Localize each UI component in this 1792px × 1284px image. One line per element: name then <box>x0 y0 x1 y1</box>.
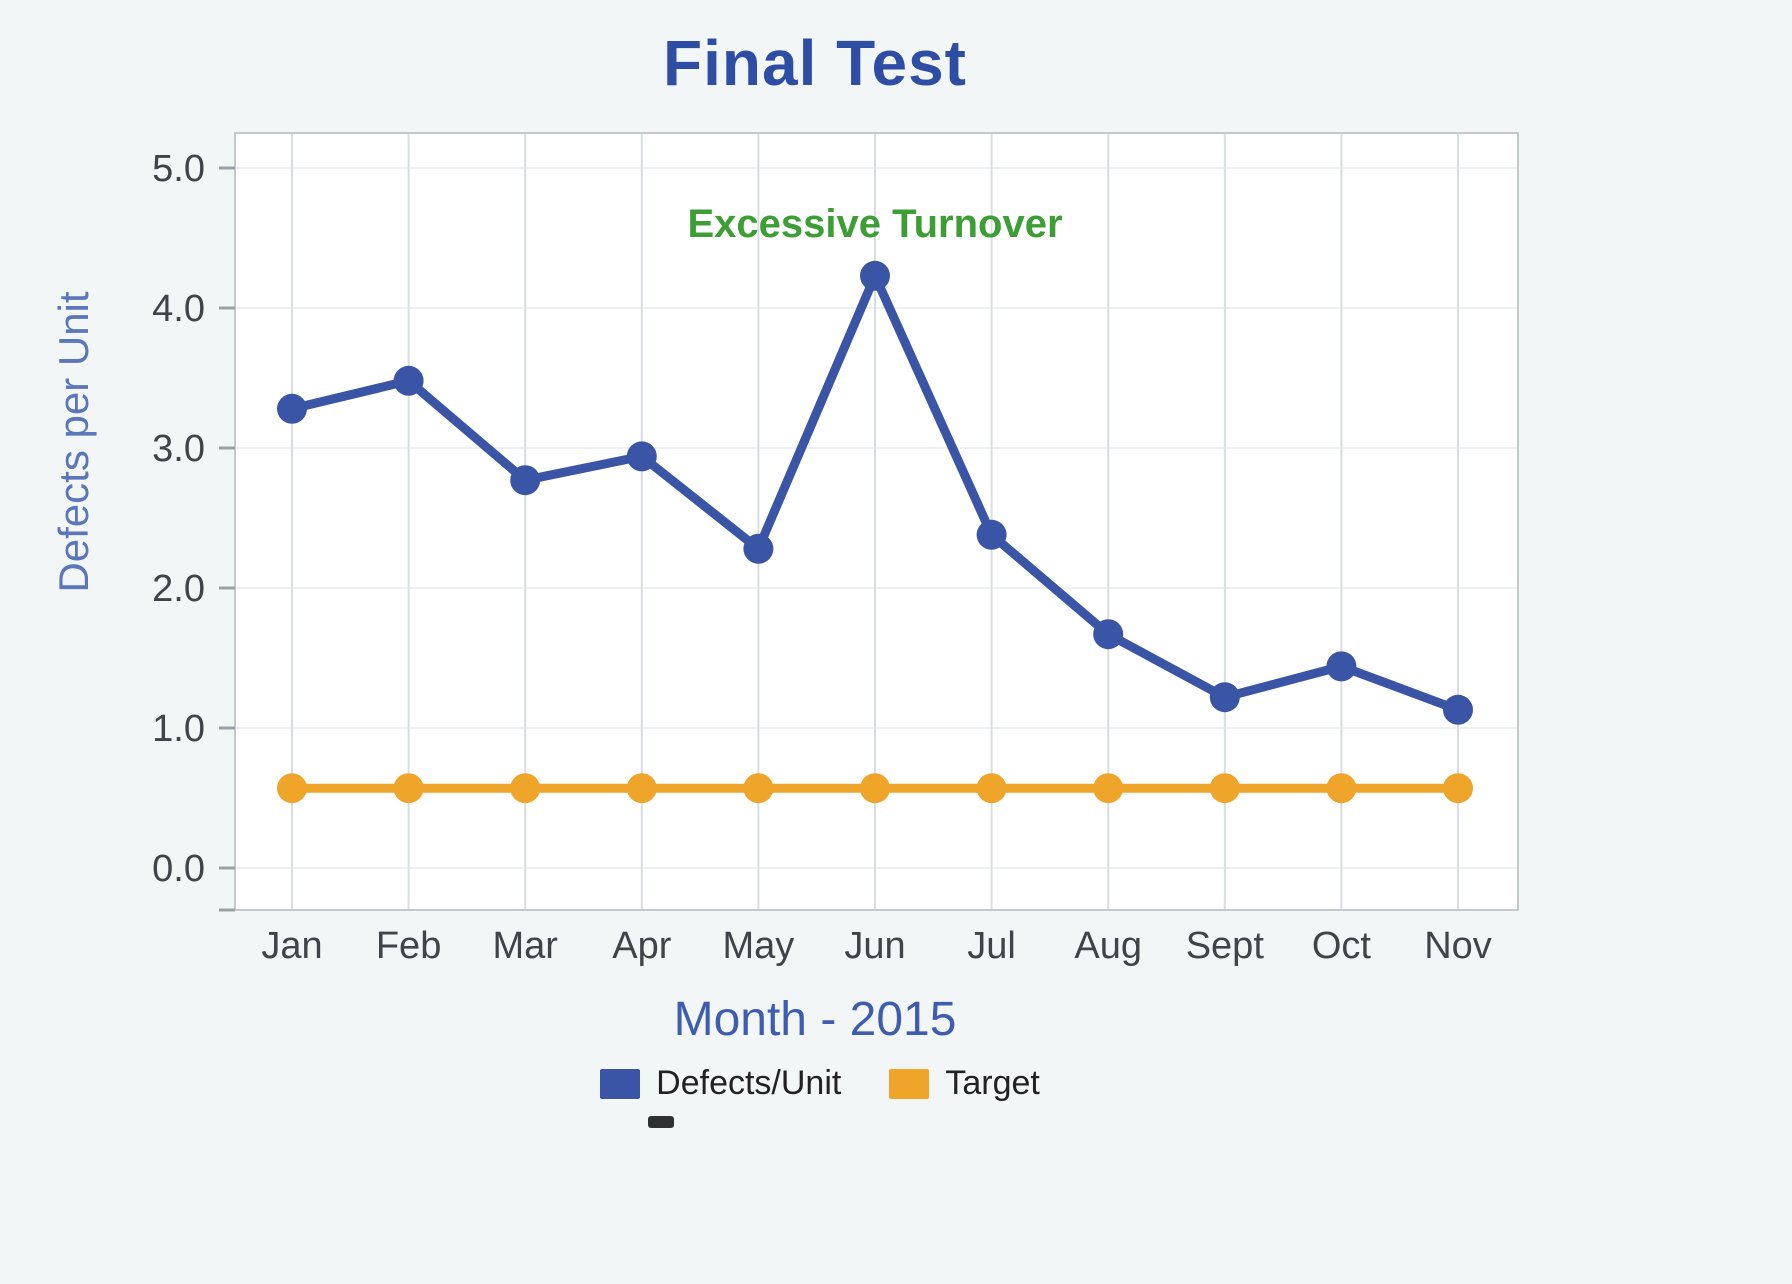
svg-text:Feb: Feb <box>376 925 441 967</box>
legend-item-defects: Defects/Unit <box>600 1064 841 1103</box>
svg-text:Apr: Apr <box>612 925 671 967</box>
svg-text:Oct: Oct <box>1312 925 1372 967</box>
svg-text:4.0: 4.0 <box>152 288 205 330</box>
x-axis-label: Month - 2015 <box>673 993 957 1046</box>
svg-text:Jul: Jul <box>967 925 1016 967</box>
chart-title: Final Test <box>663 27 967 99</box>
svg-text:May: May <box>723 925 795 967</box>
svg-text:5.0: 5.0 <box>152 148 205 190</box>
svg-text:Jan: Jan <box>261 925 322 967</box>
svg-text:Aug: Aug <box>1074 925 1142 967</box>
svg-text:3.0: 3.0 <box>152 428 205 470</box>
cropped-element-artifact <box>648 1116 674 1128</box>
legend-label-defects: Defects/Unit <box>656 1064 842 1102</box>
legend: Defects/Unit Target <box>0 1064 1640 1103</box>
svg-text:2.0: 2.0 <box>152 568 205 610</box>
svg-text:Mar: Mar <box>492 925 558 967</box>
legend-swatch-defects <box>600 1068 641 1099</box>
svg-text:Nov: Nov <box>1424 925 1492 967</box>
legend-swatch-target <box>889 1068 930 1099</box>
svg-text:1.0: 1.0 <box>152 708 205 750</box>
svg-text:Excessive Turnover: Excessive Turnover <box>687 202 1062 246</box>
legend-item-target: Target <box>889 1064 1040 1103</box>
svg-text:Jun: Jun <box>844 925 905 967</box>
svg-text:0.0: 0.0 <box>152 848 205 890</box>
svg-text:Sept: Sept <box>1186 925 1265 967</box>
legend-label-target: Target <box>945 1064 1040 1102</box>
